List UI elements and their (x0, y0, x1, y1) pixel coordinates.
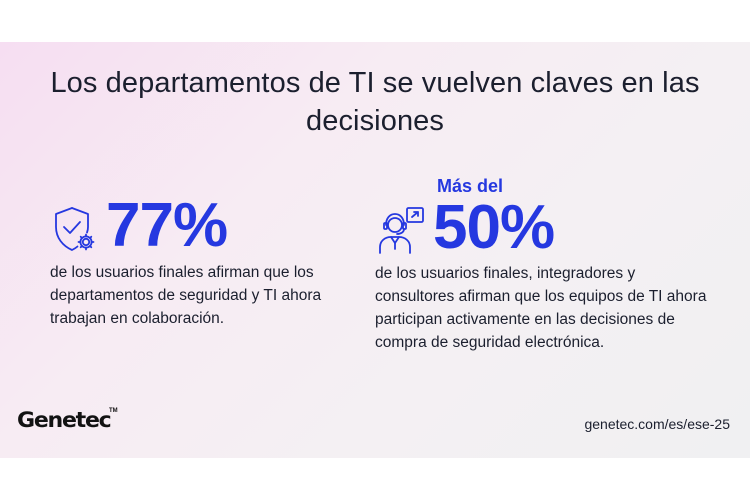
stat-prefix: Más del (437, 176, 504, 196)
source-url: genetec.com/es/ese-25 (584, 416, 730, 432)
stat-header: 77% (50, 191, 340, 260)
stat-block-purchase-decisions: Más del 50% de los usuarios finales, int… (375, 176, 715, 354)
person-headset-icon (379, 207, 424, 254)
genetec-logo: Genetec TM (17, 408, 118, 432)
infographic-card: Los departamentos de TI se vuelven clave… (0, 42, 750, 458)
stat-value: 77% (106, 191, 228, 260)
stat-description: de los usuarios finales, integradores y … (375, 265, 707, 351)
stat-header: Más del 50% (375, 176, 715, 262)
trademark-mark: TM (109, 408, 118, 414)
logo-wordmark: Genetec (17, 408, 112, 432)
page-title: Los departamentos de TI se vuelven clave… (50, 67, 700, 137)
shield-gear-icon (55, 207, 95, 251)
stat-block-collaboration: 77% de los usuarios finales afirman que … (50, 195, 340, 330)
stat-description: de los usuarios finales afirman que los … (50, 264, 322, 327)
stat-value: 50% (433, 193, 555, 262)
